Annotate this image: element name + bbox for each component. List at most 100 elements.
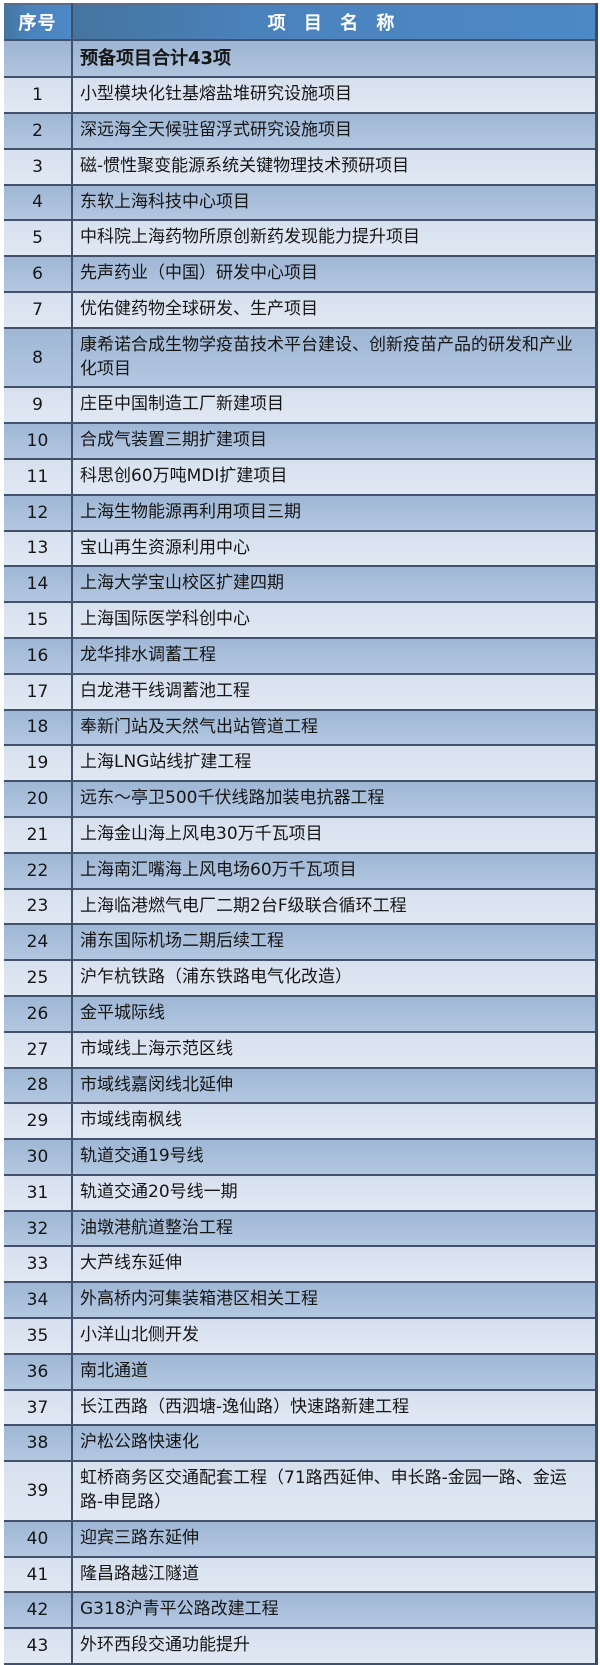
row-project-name: 白龙港干线调蓄池工程 (72, 673, 597, 711)
table-row: 25 沪乍杭铁路（浦东铁路电气化改造） (4, 960, 597, 997)
row-project-name: 远东～亭卫500千伏线路加装电抗器工程 (72, 781, 597, 818)
row-project-name: 上海临港燃气电厂二期2台F级联合循环工程 (72, 888, 597, 926)
table-row: 41 隆昌路越江隧道 (4, 1556, 597, 1594)
row-project-name: 上海金山海上风电30万千瓦项目 (72, 816, 597, 854)
row-project-name: 轨道交通20号线一期 (72, 1174, 597, 1212)
row-index: 42 (4, 1592, 73, 1630)
row-index: 19 (4, 745, 73, 783)
row-project-name: 隆昌路越江隧道 (72, 1556, 597, 1594)
row-index: 15 (4, 602, 73, 639)
header-cell-project-name: 项 目 名 称 (72, 4, 597, 41)
table-row: 10 合成气装置三期扩建项目 (4, 423, 597, 460)
table-row: 21 上海金山海上风电30万千瓦项目 (4, 816, 597, 854)
table-row: 29 市域线南枫线 (4, 1103, 597, 1141)
row-project-name: 大芦线东延伸 (72, 1246, 597, 1284)
row-project-name: 宝山再生资源利用中心 (72, 530, 597, 568)
table-row: 9 庄臣中国制造工厂新建项目 (4, 387, 597, 425)
row-index: 28 (4, 1067, 73, 1105)
table-row: 42 G318沪青平公路改建工程 (4, 1592, 597, 1630)
row-project-name: 虹桥商务区交通配套工程（71路西延伸、申长路-金园一路、金运路-申昆路） (72, 1461, 597, 1522)
row-index: 12 (4, 494, 73, 532)
row-project-name: 市域线南枫线 (72, 1103, 597, 1141)
row-index: 31 (4, 1174, 73, 1212)
row-index: 34 (4, 1282, 73, 1320)
row-project-name: 上海国际医学科创中心 (72, 602, 597, 639)
row-index: 43 (4, 1628, 73, 1665)
table-row: 36 南北通道 (4, 1353, 597, 1391)
row-index: 3 (4, 148, 73, 186)
table-row: 31 轨道交通20号线一期 (4, 1174, 597, 1212)
row-project-name: 科思创60万吨MDI扩建项目 (72, 458, 597, 496)
table-row: 33 大芦线东延伸 (4, 1246, 597, 1284)
row-index: 4 (4, 184, 73, 222)
table-row: 20 远东～亭卫500千伏线路加装电抗器工程 (4, 781, 597, 818)
header-cell-index: 序号 (4, 4, 73, 41)
row-index: 40 (4, 1520, 73, 1558)
table-row: 19 上海LNG站线扩建工程 (4, 745, 597, 783)
table-row: 38 沪松公路快速化 (4, 1425, 597, 1463)
row-index: 30 (4, 1139, 73, 1176)
row-index: 6 (4, 256, 73, 293)
row-project-name: 市域线嘉闵线北延伸 (72, 1067, 597, 1105)
row-index: 21 (4, 816, 73, 854)
table-row: 43 外环西段交通功能提升 (4, 1628, 597, 1665)
row-project-name: 上海大学宝山校区扩建四期 (72, 566, 597, 604)
row-index: 25 (4, 960, 73, 997)
table-row: 3 磁-惯性聚变能源系统关键物理技术预研项目 (4, 148, 597, 186)
row-project-name: 沪松公路快速化 (72, 1425, 597, 1463)
row-project-name: 上海LNG站线扩建工程 (72, 745, 597, 783)
row-index: 22 (4, 852, 73, 890)
row-project-name: 市域线上海示范区线 (72, 1031, 597, 1069)
row-project-name: 合成气装置三期扩建项目 (72, 423, 597, 460)
row-project-name: 长江西路（西泗塘-逸仙路）快速路新建工程 (72, 1389, 597, 1427)
row-project-name: 油墩港航道整治工程 (72, 1210, 597, 1248)
project-list-table-wrap: 序号 项 目 名 称 预备项目合计43项 1 小型模块化钍基熔盐堆研究设施项目 … (4, 3, 598, 1665)
row-project-name: 中科院上海药物所原创新药发现能力提升项目 (72, 220, 597, 258)
table-row: 4 东软上海科技中心项目 (4, 184, 597, 222)
row-index: 39 (4, 1461, 73, 1522)
row-index: 13 (4, 530, 73, 568)
summary-row: 预备项目合计43项 (4, 40, 597, 79)
table-header: 序号 项 目 名 称 (4, 4, 597, 41)
table-row: 15 上海国际医学科创中心 (4, 602, 597, 639)
table-row: 39 虹桥商务区交通配套工程（71路西延伸、申长路-金园一路、金运路-申昆路） (4, 1461, 597, 1522)
row-project-name: 外环西段交通功能提升 (72, 1628, 597, 1665)
table-row: 13 宝山再生资源利用中心 (4, 530, 597, 568)
row-project-name: 康希诺合成生物学疫苗技术平台建设、创新疫苗产品的研发和产业化项目 (72, 327, 597, 389)
row-project-name: 金平城际线 (72, 995, 597, 1033)
row-index: 8 (4, 327, 73, 389)
row-index: 36 (4, 1353, 73, 1391)
table-row: 7 优佑健药物全球研发、生产项目 (4, 291, 597, 329)
table-row: 6 先声药业（中国）研发中心项目 (4, 256, 597, 293)
row-project-name: 沪乍杭铁路（浦东铁路电气化改造） (72, 960, 597, 997)
row-index: 38 (4, 1425, 73, 1463)
table-row: 30 轨道交通19号线 (4, 1139, 597, 1176)
table-row: 18 奉新门站及天然气出站管道工程 (4, 709, 597, 747)
row-index: 18 (4, 709, 73, 747)
table-row: 37 长江西路（西泗塘-逸仙路）快速路新建工程 (4, 1389, 597, 1427)
row-project-name: 先声药业（中国）研发中心项目 (72, 256, 597, 293)
summary-row-index (4, 40, 73, 79)
row-index: 5 (4, 220, 73, 258)
row-project-name: 小洋山北侧开发 (72, 1318, 597, 1355)
row-index: 26 (4, 995, 73, 1033)
row-project-name: 龙华排水调蓄工程 (72, 637, 597, 675)
row-project-name: 南北通道 (72, 1353, 597, 1391)
table-row: 11 科思创60万吨MDI扩建项目 (4, 458, 597, 496)
row-project-name: 迎宾三路东延伸 (72, 1520, 597, 1558)
row-index: 7 (4, 291, 73, 329)
table-row: 26 金平城际线 (4, 995, 597, 1033)
table-row: 17 白龙港干线调蓄池工程 (4, 673, 597, 711)
table-row: 22 上海南汇嘴海上风电场60万千瓦项目 (4, 852, 597, 890)
row-index: 35 (4, 1318, 73, 1355)
table-body: 预备项目合计43项 1 小型模块化钍基熔盐堆研究设施项目 2 深远海全天候驻留浮… (4, 40, 597, 1665)
row-project-name: G318沪青平公路改建工程 (72, 1592, 597, 1630)
row-index: 1 (4, 77, 73, 114)
row-project-name: 深远海全天候驻留浮式研究设施项目 (72, 112, 597, 150)
row-project-name: 庄臣中国制造工厂新建项目 (72, 387, 597, 425)
row-project-name: 上海生物能源再利用项目三期 (72, 494, 597, 532)
row-index: 41 (4, 1556, 73, 1594)
row-project-name: 奉新门站及天然气出站管道工程 (72, 709, 597, 747)
table-row: 8 康希诺合成生物学疫苗技术平台建设、创新疫苗产品的研发和产业化项目 (4, 327, 597, 389)
table-row: 16 龙华排水调蓄工程 (4, 637, 597, 675)
